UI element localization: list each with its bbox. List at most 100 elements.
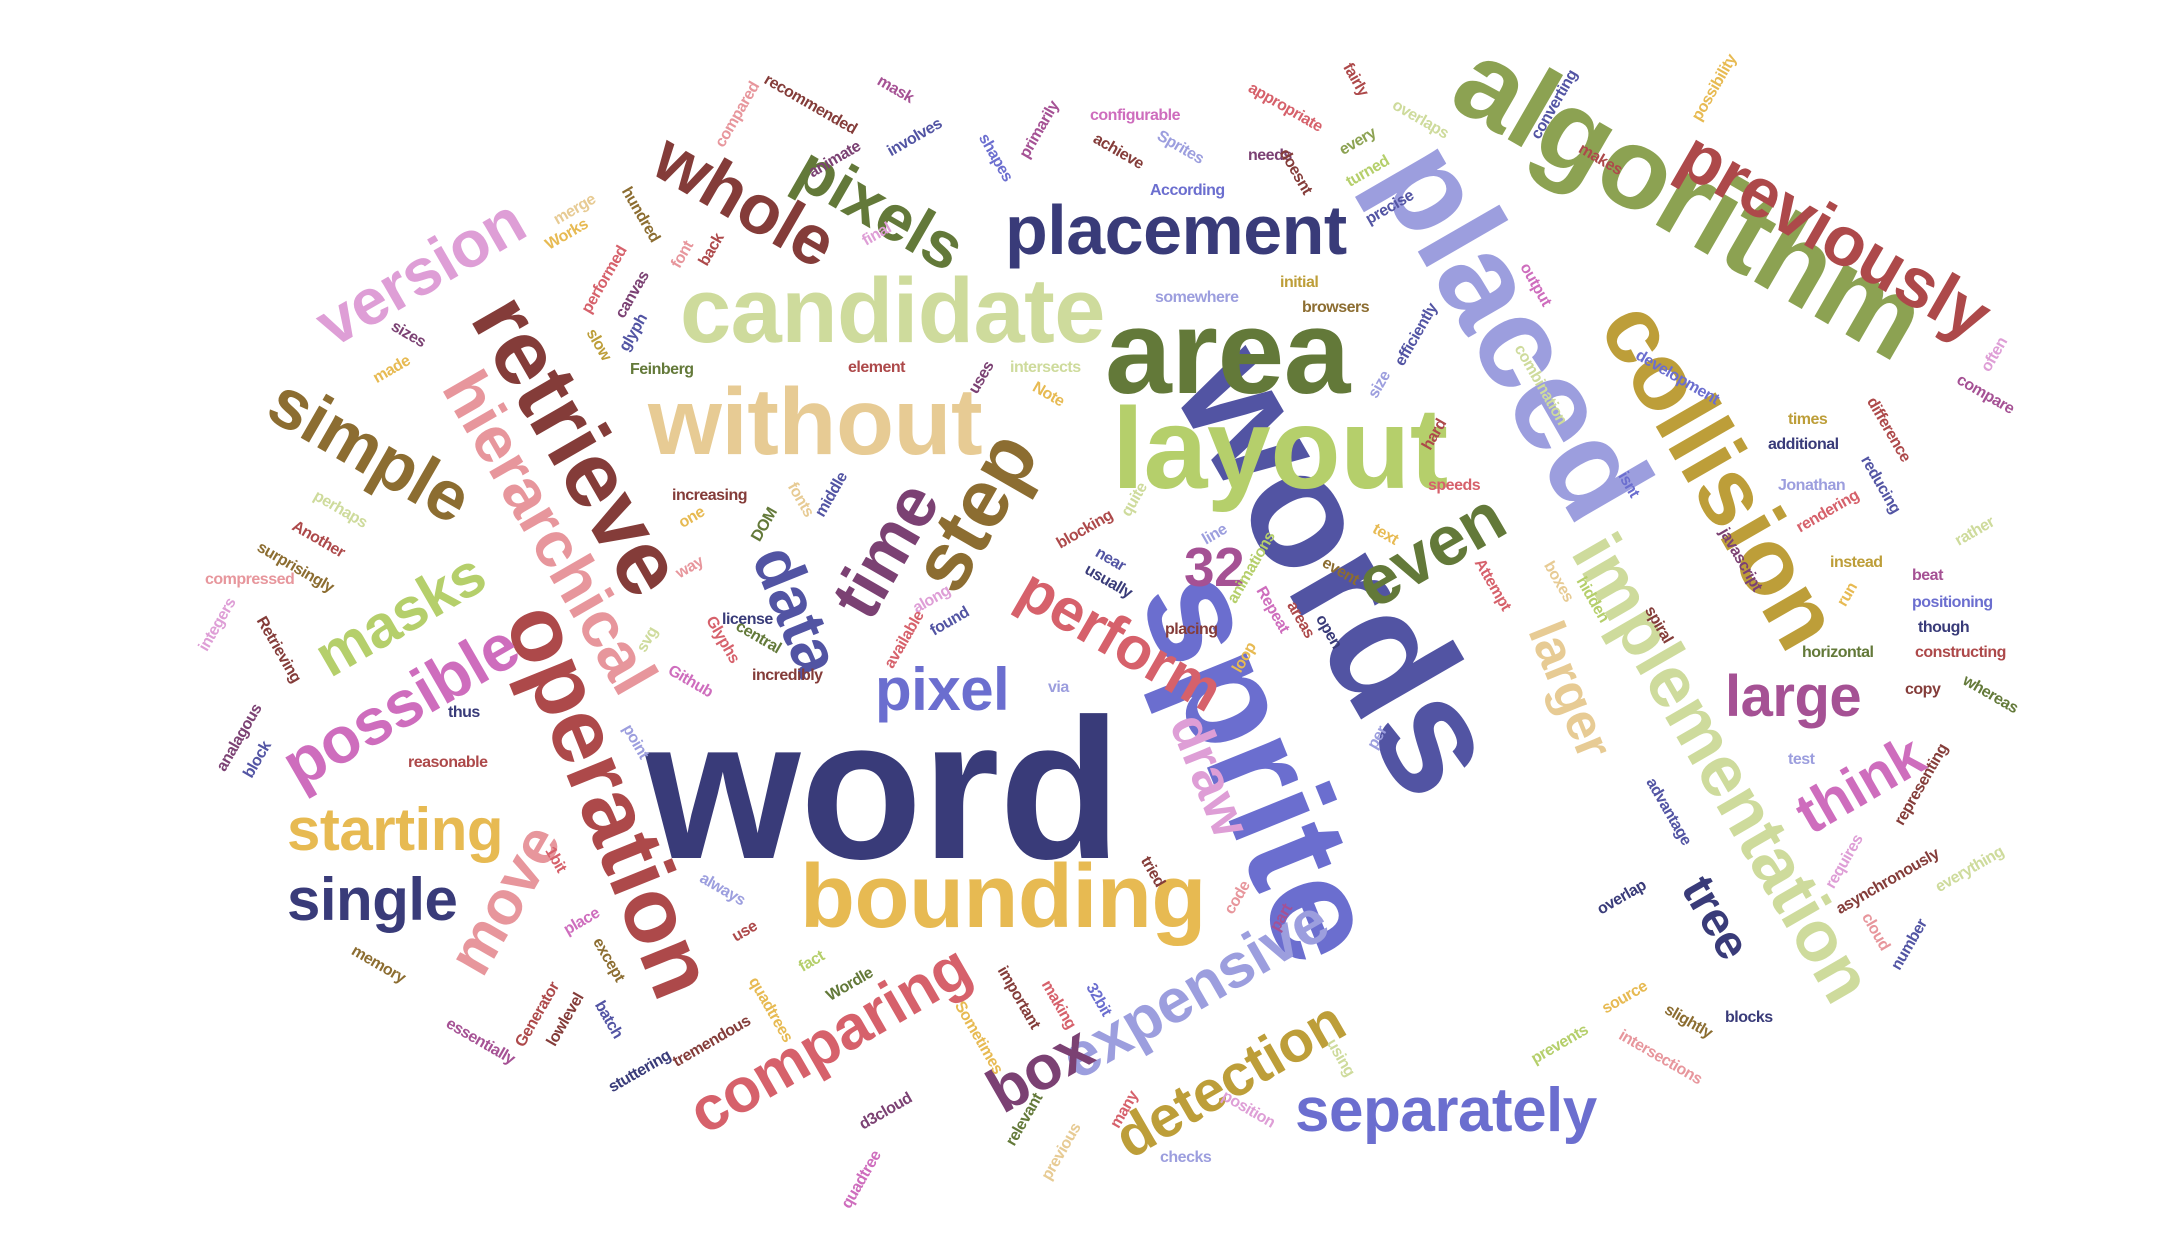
- cloud-word: browsers: [1302, 299, 1370, 316]
- cloud-word: stuttering: [605, 1047, 674, 1097]
- cloud-word: though: [1918, 619, 1970, 636]
- cloud-word: essentially: [442, 1015, 518, 1069]
- cloud-word: important: [993, 963, 1044, 1032]
- cloud-word: achieve: [1090, 130, 1147, 173]
- cloud-word: slightly: [1661, 1001, 1716, 1042]
- cloud-word: times: [1788, 411, 1828, 428]
- cloud-word: fonts: [783, 479, 817, 520]
- cloud-word: instead: [1830, 554, 1883, 571]
- cloud-word: 32: [1184, 536, 1245, 598]
- cloud-word: constructing: [1915, 644, 2006, 661]
- cloud-word: mask: [874, 72, 917, 107]
- cloud-word: compare: [1953, 371, 2017, 418]
- cloud-word: word: [645, 678, 1121, 901]
- cloud-word: canvas: [612, 268, 653, 322]
- cloud-word: test: [1788, 751, 1815, 768]
- cloud-word: incredibly: [752, 667, 823, 684]
- cloud-word: integers: [195, 595, 240, 655]
- cloud-word: made: [370, 352, 414, 387]
- cloud-word: initial: [1280, 274, 1319, 291]
- cloud-word: increasing: [672, 487, 748, 504]
- cloud-word: placement: [1005, 191, 1347, 269]
- cloud-word: reducing: [1857, 452, 1904, 517]
- cloud-word: via: [1048, 679, 1069, 696]
- cloud-word: intersects: [1010, 359, 1081, 376]
- cloud-word: According: [1150, 182, 1225, 199]
- cloud-word: reasonable: [408, 754, 488, 771]
- cloud-word: without: [648, 369, 983, 475]
- cloud-word: primarily: [1016, 98, 1063, 162]
- cloud-word: Another: [288, 517, 348, 562]
- cloud-word: checks: [1160, 1149, 1212, 1166]
- cloud-word: DOM: [748, 504, 781, 545]
- cloud-word: speeds: [1428, 477, 1481, 494]
- cloud-word: configurable: [1090, 107, 1181, 124]
- cloud-word: doesnt: [1275, 146, 1316, 198]
- cloud-word: starting: [287, 796, 504, 863]
- cloud-word: found: [927, 603, 973, 640]
- cloud-word: perhaps: [310, 487, 370, 532]
- cloud-word: use: [729, 917, 761, 946]
- cloud-word: everything: [1932, 843, 2007, 896]
- cloud-word: Sprites: [1154, 127, 1207, 168]
- cloud-word: previous: [1038, 1120, 1085, 1184]
- cloud-word: memory: [348, 942, 409, 987]
- cloud-word: batch: [591, 998, 626, 1042]
- cloud-word: candidate: [680, 260, 1105, 362]
- cloud-word: one: [675, 503, 708, 532]
- cloud-word: Jonathan: [1778, 477, 1846, 494]
- cloud-word: slow: [582, 325, 615, 364]
- cloud-word: middle: [812, 469, 852, 521]
- cloud-word: quadtree: [838, 1147, 885, 1212]
- cloud-word: copy: [1905, 681, 1941, 698]
- cloud-word: uses: [965, 358, 998, 397]
- cloud-word: bounding: [800, 847, 1206, 947]
- cloud-word: positioning: [1912, 594, 1993, 611]
- cloud-word: compared: [712, 79, 764, 151]
- cloud-word: intersections: [1615, 1026, 1705, 1089]
- cloud-word: number: [1888, 916, 1931, 974]
- cloud-word: often: [1978, 334, 2012, 375]
- cloud-word: every: [1336, 124, 1380, 159]
- cloud-word: placing: [1165, 621, 1218, 638]
- cloud-word: separately: [1295, 1076, 1597, 1145]
- cloud-word: blocking: [1053, 506, 1116, 553]
- cloud-word: Feinberg: [630, 361, 694, 378]
- cloud-word: fact: [796, 947, 828, 976]
- cloud-word: rendering: [1793, 486, 1863, 537]
- cloud-word: single: [287, 866, 458, 933]
- cloud-word: needs: [1248, 147, 1292, 164]
- cloud-word: large: [1725, 664, 1862, 729]
- cloud-word: fairly: [1339, 60, 1372, 100]
- cloud-word: overlap: [1594, 876, 1650, 919]
- cloud-word: involves: [884, 115, 945, 160]
- cloud-word: Attempt: [1470, 555, 1515, 614]
- cloud-word: beat: [1912, 567, 1943, 584]
- cloud-word: compressed: [205, 571, 295, 588]
- cloud-word: sizes: [388, 318, 429, 352]
- cloud-word: place: [560, 904, 603, 939]
- cloud-word: requires: [1822, 831, 1867, 892]
- cloud-word: d3cloud: [856, 1089, 916, 1134]
- cloud-word: horizontal: [1802, 644, 1874, 661]
- cloud-word: prevents: [1528, 1021, 1592, 1068]
- cloud-word: whereas: [1959, 672, 2021, 718]
- cloud-word: rather: [1952, 513, 1998, 550]
- cloud-word: element: [848, 359, 905, 376]
- cloud-word: shapes: [975, 130, 1016, 185]
- cloud-word: source: [1599, 977, 1651, 1018]
- cloud-word: appropriate: [1245, 79, 1326, 136]
- cloud-word: Retrieving: [252, 613, 305, 686]
- cloud-word: possibility: [1688, 51, 1741, 124]
- cloud-word: blocks: [1725, 1009, 1773, 1026]
- cloud-word: Note: [1029, 378, 1068, 411]
- cloud-word: block: [240, 738, 275, 782]
- cloud-word: area: [1105, 285, 1350, 419]
- cloud-word: thus: [448, 704, 480, 721]
- cloud-word: layout: [1112, 385, 1448, 513]
- cloud-word: recommended: [761, 71, 860, 138]
- cloud-word: somewhere: [1155, 289, 1239, 306]
- cloud-word: pixel: [875, 656, 1010, 723]
- cloud-word: additional: [1768, 436, 1839, 453]
